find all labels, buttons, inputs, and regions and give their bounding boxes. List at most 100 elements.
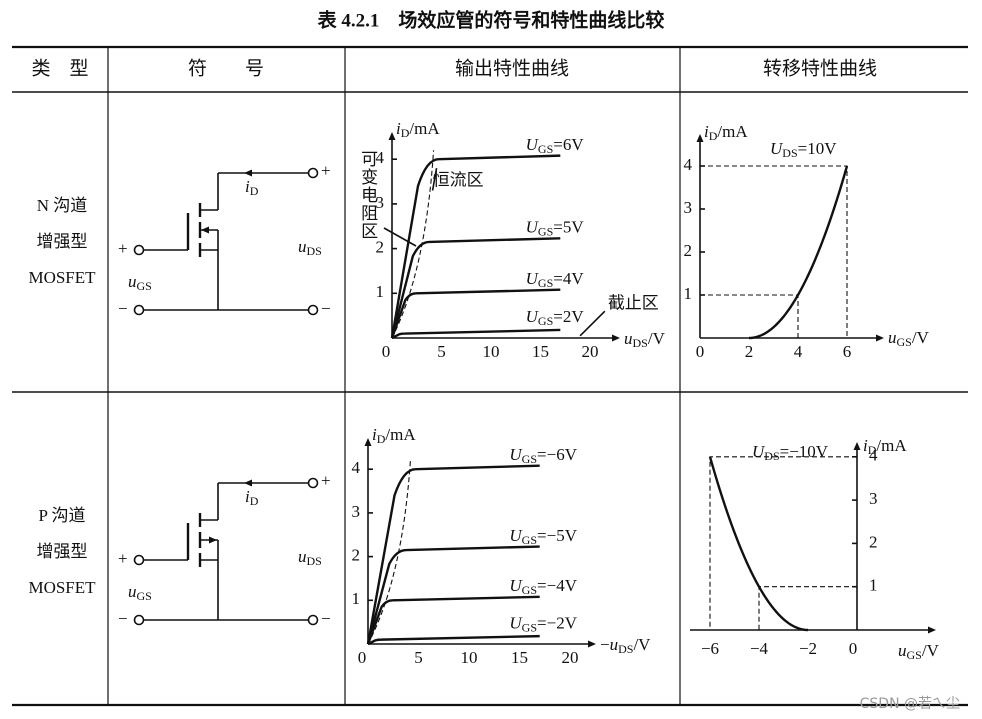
current-label-sub: D [250,494,259,508]
header-cell: 输出特性曲线 [455,57,569,79]
y-axis-label-sub: D [401,126,410,140]
header-cell: 转移特性曲线 [763,57,877,79]
y-tick-label: 2 [352,546,361,565]
x-axis-label-pre: − [600,635,610,654]
x-tick-label: 5 [437,342,446,361]
arrowhead [588,640,596,648]
x-axis-label: uGS/V [898,641,940,662]
vds-label-main: u [298,237,307,256]
condition-label-main: U [770,139,784,158]
x-axis-label-sub: GS [897,335,912,349]
vds-label: uDS [298,547,322,568]
curve-label-sub: GS [522,533,537,547]
curve-label-sub: GS [522,620,537,634]
curve-label-post: =−5V [537,526,578,545]
x-axis-label: uDS/V [624,329,666,350]
type-text: MOSFET [28,268,96,287]
region-label: 可变电阻区 [358,150,378,240]
terminal [307,477,319,489]
vds-label-main: u [298,547,307,566]
output-curve [366,595,540,645]
condition-label: UDS=10V [770,139,837,160]
vgs-label-main: u [128,272,137,291]
arrowhead [612,334,620,342]
curve-label-main: U [509,613,523,632]
y-tick-label: 3 [869,489,878,508]
y-tick-label: 3 [376,193,385,212]
condition-label: UDS=−10V [752,442,829,463]
x-axis-label-main: u [898,641,907,660]
y-axis-label-post: /mA [876,436,907,455]
y-axis-label-main: i [372,425,377,444]
y-axis-label-sub: D [377,432,386,446]
x-tick-label: 20 [562,648,579,667]
guide [700,294,799,338]
curve-label-main: U [526,307,540,326]
curve-label: UGS=−5V [509,526,577,547]
region-label: 截止区 [608,293,659,312]
vgs-label-main: u [128,582,137,601]
curve-label: UGS=6V [526,135,585,156]
curve-label-sub: GS [538,276,553,290]
terminal [307,167,319,179]
x-tick-label: 6 [843,342,852,361]
condition-label-post: =10V [798,139,838,158]
curve-label: UGS=4V [526,269,585,290]
terminal-sign: − [321,609,331,628]
y-tick-label: 4 [376,148,385,167]
leader [383,227,417,247]
x-tick-label: −4 [750,639,769,658]
y-axis-label-post: /mA [385,425,416,444]
guide [709,456,857,630]
current-label-main: i [245,177,250,196]
condition-label-sub: DS [764,449,779,463]
y-axis-label-main: i [863,436,868,455]
curve-label-post: =6V [553,135,584,154]
condition-label-sub: DS [782,146,797,160]
y-axis-label-main: i [396,119,401,138]
current-label: iD [245,487,259,508]
arrowhead [209,536,217,544]
arrowhead [388,132,396,140]
x-tick-label: 0 [849,639,858,658]
x-axis-label: −uDS/V [600,635,651,656]
watermark: CSDN @若ㄟ尘 [860,696,960,712]
x-axis-label-main: u [610,635,619,654]
condition-label-post: =−10V [780,442,829,461]
x-axis-label-sub: DS [618,642,633,656]
y-axis-label-sub: D [709,129,718,143]
x-tick-label: 4 [794,342,803,361]
y-tick-label: 2 [869,532,878,551]
curve-label-sub: GS [522,452,537,466]
vds-label-sub: DS [307,244,322,258]
curve-label: UGS=−6V [509,445,577,466]
y-axis-label: iD/mA [372,425,416,446]
output-curve [367,634,540,646]
y-tick-label: 2 [684,241,693,260]
type-text: 增强型 [37,542,88,561]
arrowhead [244,479,252,487]
terminal-sign: + [118,549,128,568]
curve-label-post: =−2V [537,613,578,632]
y-axis-label-post: /mA [717,122,748,141]
terminal-sign: + [321,161,331,180]
output-curve [390,288,561,339]
header-cell: 符 号 [188,57,264,79]
arrowhead [201,226,209,234]
vds-label: uDS [298,237,322,258]
type-text: 增强型 [37,232,88,251]
vgs-label-sub: GS [137,279,152,293]
boundary [391,150,435,339]
curve-label: UGS=5V [526,217,585,238]
terminal-sign: + [118,239,128,258]
y-axis-label: iD/mA [704,122,748,143]
y-tick-label: 1 [684,284,693,303]
y-axis-label-sub: D [868,443,877,457]
x-axis-label: uGS/V [888,328,930,349]
leader [579,310,606,337]
vgs-label: uGS [128,582,152,603]
curve-label-post: =−4V [537,576,578,595]
y-tick-label: 3 [352,502,361,521]
curve-label-main: U [526,135,540,154]
